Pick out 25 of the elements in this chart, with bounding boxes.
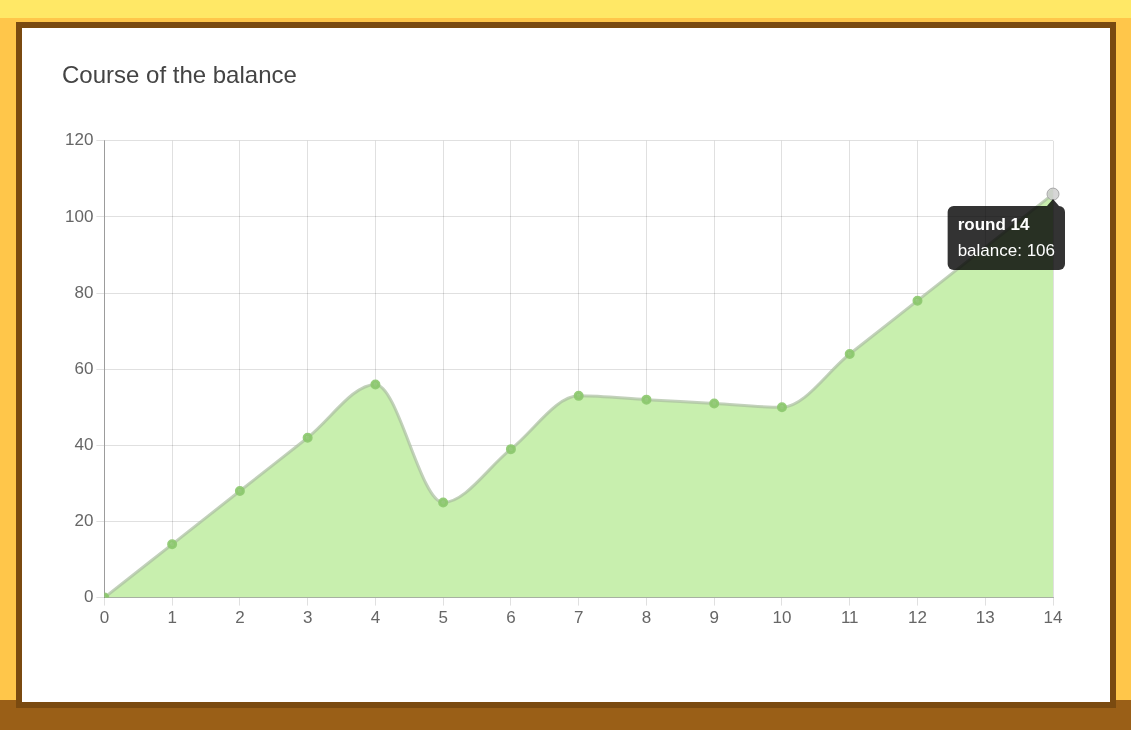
y-tick-label: 0 — [83, 587, 94, 607]
x-tick-label: 2 — [235, 608, 245, 628]
x-tick-label: 4 — [370, 608, 381, 628]
x-tick-label: 13 — [975, 608, 995, 628]
y-tick-label: 120 — [64, 130, 94, 150]
chart-title: Course of the balance — [62, 61, 297, 89]
x-tick-label: 10 — [772, 608, 792, 628]
y-tick-label: 80 — [74, 282, 94, 302]
x-tick-label: 3 — [302, 608, 313, 628]
x-tick-label: 14 — [1043, 608, 1063, 628]
x-tick-label: 12 — [908, 608, 927, 628]
x-tick-label: 1 — [167, 608, 177, 628]
y-tick-label: 20 — [74, 511, 94, 531]
y-tick-label: 40 — [74, 435, 94, 455]
x-tick-label: 6 — [506, 608, 516, 628]
x-tick-label: 8 — [641, 608, 652, 628]
x-tick-label: 0 — [99, 608, 110, 628]
x-tick-label: 5 — [438, 608, 448, 628]
y-tick-label: 60 — [74, 358, 94, 378]
x-tick-label: 9 — [709, 608, 719, 628]
x-tick-label: 11 — [840, 608, 859, 628]
annotation: round 14 — [957, 214, 1030, 234]
annotation: balance: 106 — [957, 240, 1056, 260]
y-tick-label: 100 — [64, 206, 94, 226]
x-tick-label: 7 — [573, 608, 584, 628]
